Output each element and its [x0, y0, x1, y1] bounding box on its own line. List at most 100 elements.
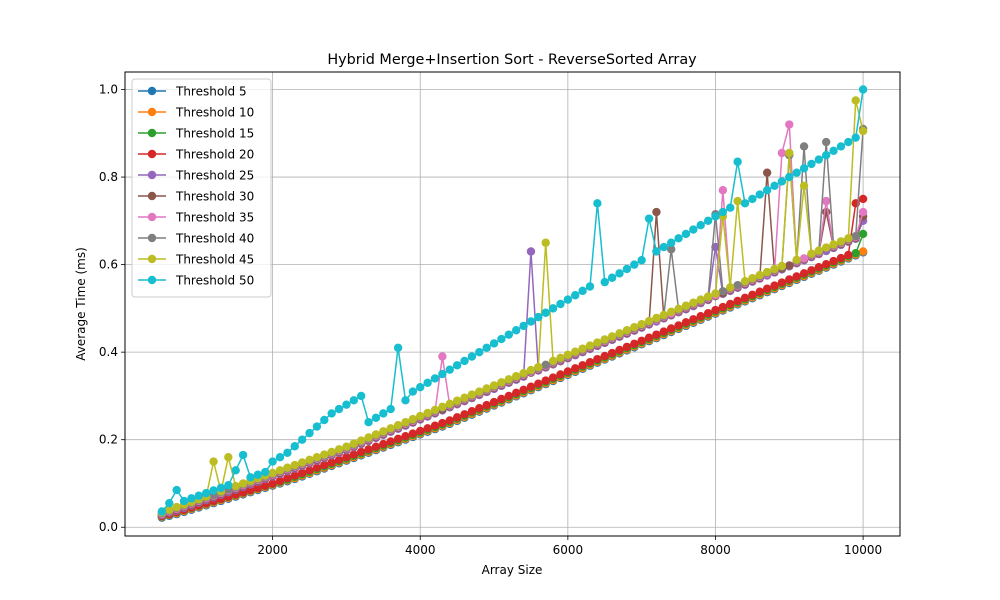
data-point [497, 378, 506, 387]
data-point [327, 458, 336, 467]
data-point [334, 404, 344, 414]
y-tick-label: 0.4 [99, 345, 118, 359]
data-point [607, 348, 617, 358]
data-point [858, 247, 868, 256]
data-point [305, 455, 314, 465]
data-point [821, 137, 831, 147]
data-point [792, 272, 801, 281]
data-point [519, 321, 528, 331]
data-point [438, 369, 447, 379]
y-axis-label: Average Time (ms) [74, 247, 88, 361]
data-point [297, 468, 307, 478]
data-point [548, 304, 558, 313]
data-point [726, 283, 735, 292]
data-point [438, 402, 447, 412]
data-point [231, 481, 240, 491]
data-point [364, 433, 373, 442]
y-tick-label: 0.0 [99, 520, 118, 534]
data-point [711, 305, 720, 315]
data-point [733, 196, 742, 206]
data-point [681, 301, 691, 310]
data-point [548, 373, 558, 382]
data-point [275, 466, 285, 475]
legend-label: Threshold 35 [175, 211, 254, 225]
data-point [762, 284, 772, 293]
data-point [844, 234, 853, 243]
data-point [556, 370, 565, 379]
axis-ticks: 2000 4000 6000 8000 10000 0.0 0.2 0.4 0.6 0.8 1.0 [99, 83, 882, 557]
data-point [379, 439, 388, 449]
legend-marker [147, 233, 157, 243]
data-point [585, 358, 595, 367]
data-point [696, 221, 705, 230]
data-point [762, 267, 772, 277]
data-point [393, 434, 403, 444]
data-point [349, 450, 359, 459]
data-point [821, 259, 831, 269]
data-point [836, 253, 846, 263]
data-point [519, 385, 528, 394]
data-point [844, 250, 853, 260]
data-point [851, 96, 860, 105]
legend-marker [147, 275, 157, 285]
data-point [526, 382, 536, 391]
data-point [740, 277, 750, 286]
data-point [297, 458, 307, 467]
data-point [703, 308, 713, 318]
data-point [666, 307, 676, 317]
data-point [268, 479, 277, 488]
data-point [430, 374, 440, 383]
data-point [416, 382, 425, 392]
legend-marker [147, 254, 157, 264]
data-point [489, 397, 499, 407]
data-point [726, 299, 735, 309]
plot-series [157, 85, 868, 522]
legend-label: Threshold 20 [175, 148, 254, 162]
data-point [386, 404, 395, 414]
data-point [475, 347, 484, 357]
data-point [600, 335, 609, 344]
data-point [814, 263, 824, 272]
data-point [674, 234, 683, 243]
data-point [571, 291, 580, 300]
data-point [652, 247, 661, 256]
data-point [305, 466, 314, 475]
data-point [504, 391, 514, 401]
data-point [290, 460, 299, 470]
legend-item: Threshold 20 [138, 148, 254, 162]
data-point [320, 450, 329, 459]
data-point [408, 414, 418, 424]
data-point [770, 264, 779, 274]
data-point [836, 237, 846, 246]
data-point [320, 415, 329, 425]
data-point [172, 485, 181, 495]
data-point [674, 321, 683, 330]
data-point [607, 332, 617, 341]
data-point [615, 345, 624, 355]
data-point [342, 442, 351, 451]
data-point [733, 296, 742, 306]
data-point [467, 407, 477, 416]
data-point [593, 199, 602, 208]
data-point [290, 442, 299, 451]
data-point [829, 256, 838, 266]
data-point [452, 396, 462, 405]
data-point [777, 278, 787, 287]
data-point [460, 393, 469, 402]
legend-label: Threshold 50 [175, 274, 254, 288]
data-point [511, 388, 521, 398]
data-point [748, 290, 757, 300]
x-tick-label: 6000 [553, 543, 584, 557]
data-point [423, 378, 432, 387]
data-point [644, 333, 654, 342]
data-point [851, 249, 860, 258]
data-point [430, 421, 440, 430]
data-point [165, 505, 174, 514]
data-point [799, 164, 809, 173]
data-point [718, 207, 728, 217]
data-point [666, 238, 676, 247]
data-point [526, 317, 536, 326]
data-point [408, 387, 418, 396]
data-point [224, 481, 233, 490]
data-point [681, 229, 691, 239]
